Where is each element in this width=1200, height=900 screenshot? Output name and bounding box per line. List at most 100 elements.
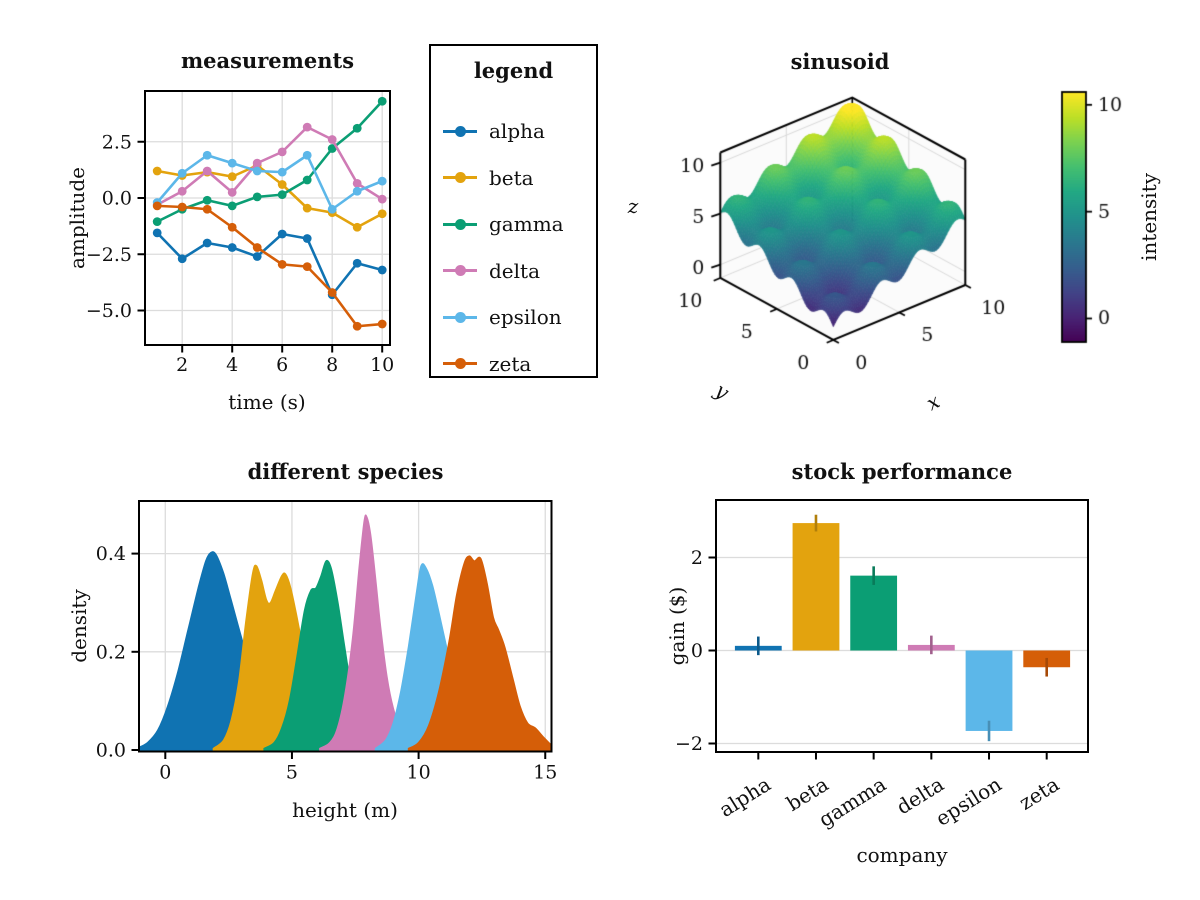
x-tick-label: alpha bbox=[715, 772, 775, 822]
data-point-delta bbox=[327, 135, 337, 144]
y-tick-label: 0.0 bbox=[96, 740, 126, 762]
data-point-alpha bbox=[152, 228, 162, 238]
data-point-zeta bbox=[177, 202, 187, 212]
legend-swatch bbox=[443, 265, 477, 277]
data-point-epsilon bbox=[227, 158, 237, 168]
x-tick-label: gamma bbox=[814, 772, 890, 832]
data-point-alpha bbox=[302, 234, 312, 243]
colorbar-label: intensity bbox=[1137, 172, 1161, 262]
data-point-alpha bbox=[352, 258, 362, 268]
data-point-beta bbox=[277, 180, 287, 189]
legend-swatch bbox=[443, 358, 477, 370]
data-point-gamma bbox=[377, 96, 387, 106]
sinusoid-surface-canvas bbox=[620, 40, 1200, 440]
data-point-zeta bbox=[152, 201, 162, 211]
series-line-epsilon bbox=[156, 153, 383, 211]
legend-dot-icon bbox=[454, 311, 466, 323]
data-point-gamma bbox=[252, 192, 262, 202]
data-point-gamma bbox=[227, 201, 237, 211]
series-line-zeta bbox=[157, 204, 383, 328]
data-point-gamma bbox=[327, 144, 337, 153]
data-point-epsilon bbox=[177, 168, 187, 178]
legend-box: legend alpha beta gamma delta epsilon zeta bbox=[429, 44, 598, 378]
data-point-delta bbox=[277, 147, 287, 157]
legend-entry-label: delta bbox=[489, 258, 540, 283]
sinusoid-zlabel: z bbox=[627, 194, 639, 218]
data-point-alpha bbox=[227, 243, 237, 252]
y-tick-label: −2.5 bbox=[86, 244, 132, 266]
x-tick-label: 15 bbox=[533, 762, 557, 784]
measurements-xlabel: time (s) bbox=[228, 390, 306, 414]
x-tick-label: zeta bbox=[1015, 772, 1064, 815]
data-point-beta bbox=[152, 166, 162, 176]
data-point-delta bbox=[377, 194, 387, 204]
x-tick-label: 10 bbox=[407, 762, 431, 784]
y-tick-label: 0.4 bbox=[96, 543, 126, 565]
data-point-gamma bbox=[202, 195, 212, 205]
data-point-alpha bbox=[202, 238, 212, 248]
y-tick-label: 2.5 bbox=[102, 131, 132, 153]
data-point-zeta bbox=[377, 319, 387, 329]
data-point-zeta bbox=[202, 204, 212, 214]
legend-dot-icon bbox=[454, 218, 466, 230]
data-point-epsilon bbox=[252, 166, 262, 176]
bar-gamma bbox=[850, 575, 898, 651]
data-point-zeta bbox=[227, 222, 237, 232]
x-tick-label: 5 bbox=[286, 762, 298, 784]
legend-swatch bbox=[443, 172, 477, 184]
y-tick-label: −2 bbox=[675, 733, 703, 755]
data-point-alpha bbox=[377, 265, 387, 275]
series-line-alpha bbox=[156, 231, 383, 297]
legend-entry-beta: beta bbox=[431, 155, 596, 202]
series-line-delta bbox=[156, 125, 383, 206]
species-title: different species bbox=[247, 459, 444, 484]
data-point-zeta bbox=[277, 259, 287, 269]
stocks-title: stock performance bbox=[791, 459, 1013, 484]
data-point-beta bbox=[352, 222, 362, 232]
x-tick-label: 2 bbox=[176, 354, 188, 376]
legend-dot-icon bbox=[454, 172, 466, 184]
data-point-alpha bbox=[277, 229, 287, 239]
data-point-delta bbox=[177, 186, 187, 196]
data-point-alpha bbox=[177, 254, 187, 264]
legend-entry-label: beta bbox=[489, 165, 534, 190]
y-tick-label: 0.2 bbox=[96, 641, 126, 663]
data-point-delta bbox=[227, 187, 237, 197]
axes-spines bbox=[144, 90, 391, 346]
data-point-zeta bbox=[352, 321, 362, 331]
legend-entry-label: epsilon bbox=[489, 305, 562, 330]
y-tick-label: −5.0 bbox=[86, 300, 132, 322]
data-point-epsilon bbox=[277, 167, 287, 177]
x-tick-label: 4 bbox=[226, 354, 238, 376]
x-tick-label: 10 bbox=[370, 354, 394, 376]
measurements-ylabel: amplitude bbox=[65, 166, 89, 270]
data-point-delta bbox=[302, 122, 312, 132]
species-xlabel: height (m) bbox=[292, 798, 398, 822]
data-point-zeta bbox=[302, 262, 312, 272]
legend-swatch bbox=[443, 125, 477, 137]
bar-beta bbox=[792, 523, 840, 651]
stocks-xlabel: company bbox=[856, 843, 948, 867]
data-point-epsilon bbox=[202, 150, 212, 160]
stocks-ylabel: gain ($) bbox=[665, 586, 689, 666]
bar-epsilon bbox=[965, 650, 1013, 731]
data-point-epsilon bbox=[327, 204, 337, 214]
x-tick-label: 8 bbox=[326, 354, 338, 376]
data-point-epsilon bbox=[352, 186, 362, 196]
legend-entry-zeta: zeta bbox=[431, 341, 596, 388]
y-tick-label: 0 bbox=[691, 640, 703, 662]
legend-dot-icon bbox=[454, 265, 466, 277]
data-point-zeta bbox=[252, 243, 262, 252]
data-point-delta bbox=[202, 166, 212, 176]
measurements-title: measurements bbox=[180, 48, 355, 73]
x-tick-label: 6 bbox=[276, 354, 288, 376]
species-chart: 0 5 10 15 0.0 0.2 0.4 bbox=[96, 500, 557, 784]
legend-title: legend bbox=[473, 58, 554, 83]
data-point-gamma bbox=[152, 217, 162, 227]
data-point-gamma bbox=[352, 123, 362, 133]
axes-spines bbox=[138, 500, 553, 753]
measurements-chart: 2 4 6 8 10 2.5 0.0 −2.5 −5.0 bbox=[86, 90, 394, 376]
data-point-zeta bbox=[327, 288, 337, 297]
